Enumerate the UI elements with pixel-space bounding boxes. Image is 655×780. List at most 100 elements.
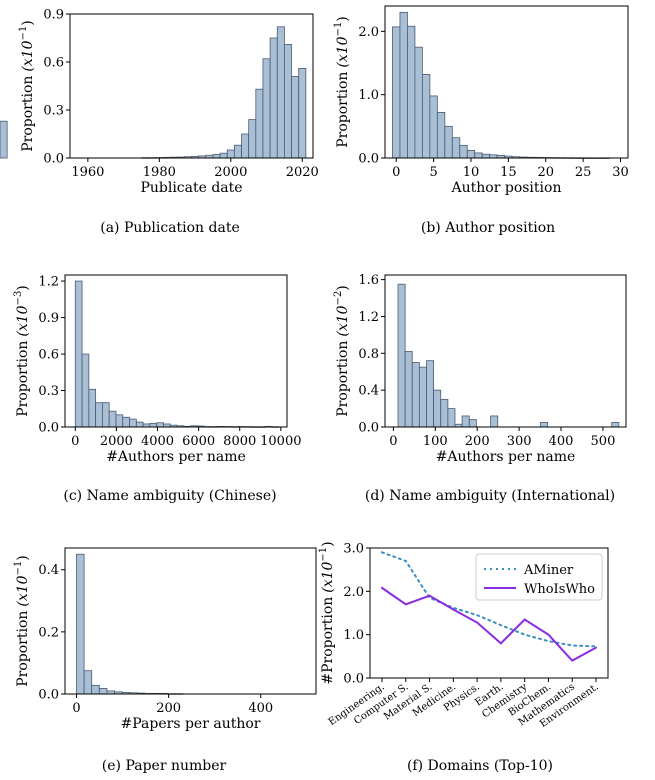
histogram-bar bbox=[426, 360, 435, 428]
x-tick-label: 15 bbox=[500, 165, 517, 180]
chart-panel-b: 0.0 1.0 2.0 0 5 10 15 20 25 30 Author position Prop… bbox=[333, 5, 629, 236]
x-axis-label: #Authors per name bbox=[106, 449, 246, 465]
x-tick-label: 6000 bbox=[182, 434, 215, 449]
x-tick-label: 1960 bbox=[71, 165, 104, 180]
y-tick-label: 0.6 bbox=[38, 348, 59, 363]
y-tick-label: 0.4 bbox=[358, 384, 379, 399]
histogram-bar bbox=[611, 421, 620, 428]
histogram-bar bbox=[444, 125, 453, 159]
x-tick-label: 1980 bbox=[143, 165, 176, 180]
histogram-bar bbox=[156, 422, 164, 428]
histogram-bar bbox=[459, 144, 468, 159]
histogram-bar bbox=[284, 44, 292, 159]
histogram-bar bbox=[298, 68, 307, 159]
histogram-bar bbox=[429, 95, 438, 159]
histogram-bar bbox=[88, 388, 97, 428]
histogram-bar bbox=[490, 415, 499, 428]
y-tick-label: 0.0 bbox=[38, 421, 59, 436]
y-axis-scale: (x10 bbox=[335, 305, 351, 336]
y-tick-label: 0.2 bbox=[38, 625, 59, 640]
y-axis-label-text: #Proportion bbox=[320, 597, 336, 685]
x-axis-label: Author position bbox=[451, 180, 562, 196]
y-axis-label: Proportion (x10−1) bbox=[18, 20, 36, 152]
histogram-bar bbox=[122, 416, 130, 428]
panel-caption: (f) Domains (Top-10) bbox=[407, 758, 553, 774]
histogram-bar bbox=[399, 11, 408, 159]
histogram-bar bbox=[262, 58, 271, 159]
plot-frame bbox=[64, 274, 288, 428]
panel-caption: (c) Name ambiguity (Chinese) bbox=[63, 488, 276, 504]
y-axis-exponent: −2 bbox=[333, 291, 344, 306]
y-axis-exponent: −1 bbox=[318, 547, 329, 562]
x-tick-label: 0 bbox=[71, 434, 79, 449]
histogram-bar bbox=[241, 133, 250, 159]
histogram-bar bbox=[91, 684, 100, 695]
panel-caption: (d) Name ambiguity (International) bbox=[365, 488, 615, 504]
x-tick-label: 2000 bbox=[214, 165, 247, 180]
y-tick-label: 3.0 bbox=[343, 542, 364, 557]
histogram-bar bbox=[255, 88, 264, 159]
y-tick-label: 0.0 bbox=[358, 152, 379, 167]
series-line-whoiswho bbox=[381, 586, 597, 662]
histogram-bar bbox=[102, 402, 110, 428]
histogram-bar bbox=[466, 149, 476, 159]
y-axis-label-text: Proportion bbox=[335, 341, 351, 417]
histogram-bar bbox=[233, 144, 242, 159]
histogram-bar bbox=[83, 670, 93, 695]
y-tick-label: 1.0 bbox=[358, 88, 379, 103]
histogram-bar bbox=[440, 398, 449, 428]
y-axis-scale: (x10 bbox=[15, 305, 31, 336]
y-tick-label: 1.2 bbox=[358, 310, 379, 325]
histogram-bar bbox=[98, 688, 108, 695]
histogram-bar bbox=[436, 112, 446, 159]
y-axis-exponent: −1 bbox=[333, 22, 344, 37]
x-tick-label: 2020 bbox=[286, 165, 319, 180]
histogram-bar bbox=[411, 362, 420, 428]
y-axis-close-paren: ) bbox=[320, 541, 336, 546]
x-tick-label: 8000 bbox=[223, 434, 256, 449]
chart-panel-e: 0.0 0.2 0.4 0 200 400#Papers per author Propor… bbox=[13, 547, 317, 774]
x-tick-label: 200 bbox=[465, 434, 490, 449]
y-axis-label: Proportion (x10−1) bbox=[333, 16, 351, 148]
y-axis-close-paren: ) bbox=[20, 20, 36, 25]
y-axis-label-text: Proportion bbox=[20, 76, 36, 152]
x-tick-label: 20 bbox=[537, 165, 554, 180]
y-axis-close-paren: ) bbox=[15, 285, 31, 290]
histogram-bar bbox=[276, 26, 285, 159]
y-tick-label: 0.0 bbox=[358, 421, 379, 436]
x-tick-label: 400 bbox=[549, 434, 574, 449]
y-tick-label: 0.0 bbox=[38, 688, 59, 703]
histogram-bar bbox=[95, 402, 103, 428]
x-tick-label: 500 bbox=[591, 434, 616, 449]
y-tick-label: 1.6 bbox=[358, 273, 379, 288]
histogram-bar bbox=[397, 283, 406, 428]
y-axis-scale: (x10 bbox=[15, 575, 31, 606]
histogram-bar bbox=[447, 408, 456, 428]
x-tick-label: 0 bbox=[72, 701, 80, 716]
histogram-bar bbox=[129, 418, 137, 428]
histogram-bar bbox=[468, 419, 477, 428]
x-tick-label: 30 bbox=[612, 165, 629, 180]
y-axis-label-text: Proportion bbox=[335, 72, 351, 148]
y-tick-label: 0.0 bbox=[43, 152, 64, 167]
x-tick-label: 25 bbox=[575, 165, 592, 180]
y-axis-label-text: Proportion bbox=[15, 341, 31, 417]
x-tick-label: 5 bbox=[429, 165, 437, 180]
chart-panel-d: 0.0 0.4 0.8 1.2 1.6 0 100 200 300 400 500 #Authors … bbox=[333, 273, 627, 504]
y-tick-label: 2.0 bbox=[343, 585, 364, 600]
y-tick-label: 0.9 bbox=[43, 8, 64, 23]
y-axis-close-paren: ) bbox=[335, 16, 351, 21]
histogram-bar bbox=[219, 152, 228, 159]
x-axis-label: #Papers per author bbox=[121, 716, 261, 732]
x-axis-label: Publicate date bbox=[140, 180, 242, 196]
x-tick-label: 0 bbox=[389, 434, 397, 449]
chart-panel-a: 0.0 0.3 0.6 0.9 1960 1980 2000 2020 Publicate da… bbox=[0, 8, 319, 236]
histogram-bar bbox=[226, 149, 235, 159]
legend-label: AMiner bbox=[523, 563, 574, 578]
y-axis-label: Proportion (x10−3) bbox=[13, 285, 31, 417]
y-tick-label: 0.9 bbox=[38, 311, 59, 326]
histogram-bar bbox=[421, 74, 431, 159]
x-axis-label: #Authors per name bbox=[436, 449, 576, 465]
